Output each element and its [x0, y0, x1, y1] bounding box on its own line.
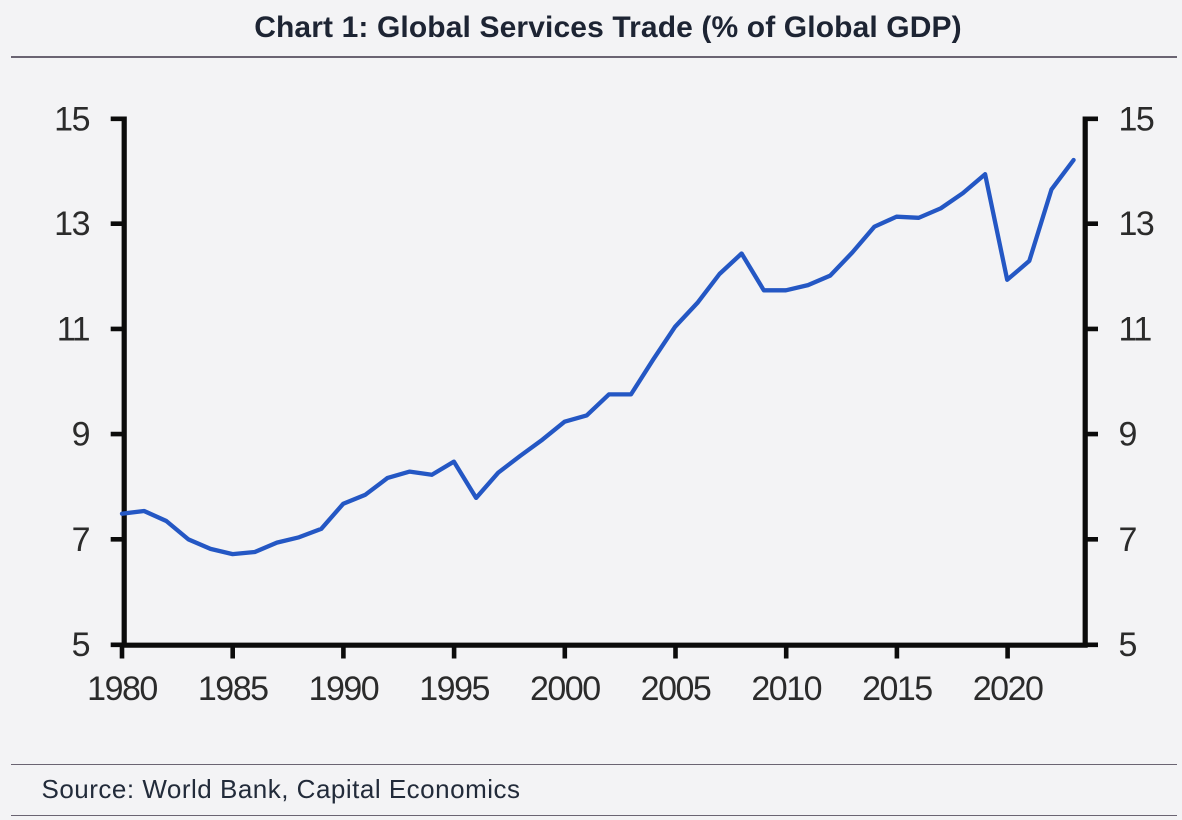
svg-text:2010: 2010	[751, 670, 821, 708]
svg-text:2020: 2020	[973, 670, 1043, 708]
svg-text:1990: 1990	[309, 670, 379, 708]
svg-text:2015: 2015	[862, 670, 932, 708]
svg-text:2005: 2005	[641, 670, 711, 708]
svg-text:5: 5	[1119, 626, 1137, 664]
svg-text:15: 15	[1119, 100, 1154, 138]
svg-text:9: 9	[1119, 416, 1137, 454]
svg-text:5: 5	[72, 626, 90, 664]
svg-text:9: 9	[72, 416, 90, 454]
svg-text:13: 13	[54, 205, 89, 243]
svg-text:1985: 1985	[198, 670, 268, 708]
svg-text:1995: 1995	[419, 670, 489, 708]
svg-text:1980: 1980	[87, 670, 157, 708]
svg-text:7: 7	[72, 521, 90, 559]
svg-text:11: 11	[57, 310, 90, 348]
svg-text:15: 15	[54, 100, 89, 138]
svg-text:7: 7	[1119, 521, 1137, 559]
svg-text:13: 13	[1119, 205, 1154, 243]
svg-text:2000: 2000	[530, 670, 600, 708]
svg-text:11: 11	[1119, 310, 1152, 348]
